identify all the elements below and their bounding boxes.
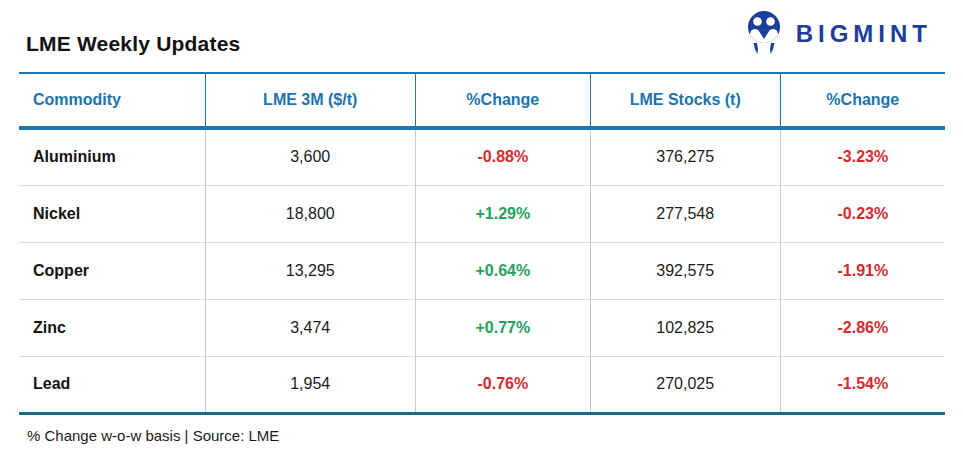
page-title: LME Weekly Updates — [26, 32, 240, 56]
table-body: Aluminium 3,600 -0.88% 376,275 -3.23% Ni… — [19, 128, 945, 413]
price-change-cell: -0.88% — [415, 128, 590, 185]
bigmint-logo-icon — [742, 9, 786, 59]
price-change-cell: -0.76% — [415, 356, 590, 413]
table-row: Lead 1,954 -0.76% 270,025 -1.54% — [19, 356, 945, 413]
table-header-row: Commodity LME 3M ($/t) %Change LME Stock… — [19, 73, 945, 128]
commodity-cell: Aluminium — [19, 128, 205, 185]
stocks-change-cell: -1.54% — [780, 356, 945, 413]
table-row: Aluminium 3,600 -0.88% 376,275 -3.23% — [19, 128, 945, 185]
commodity-cell: Copper — [19, 242, 205, 299]
lme-stocks-cell: 392,575 — [590, 242, 780, 299]
column-header-lme-3m: LME 3M ($/t) — [205, 73, 415, 128]
lme-stocks-cell: 376,275 — [590, 128, 780, 185]
lme-3m-price-cell: 3,600 — [205, 128, 415, 185]
stocks-change-cell: -3.23% — [780, 128, 945, 185]
price-change-cell: +0.64% — [415, 242, 590, 299]
lme-3m-price-cell: 18,800 — [205, 185, 415, 242]
bigmint-logo-text: BIGMINT — [796, 20, 932, 48]
table-row: Nickel 18,800 +1.29% 277,548 -0.23% — [19, 185, 945, 242]
lme-stocks-cell: 102,825 — [590, 299, 780, 356]
price-change-cell: +0.77% — [415, 299, 590, 356]
footer-note: % Change w-o-w basis | Source: LME — [27, 427, 279, 444]
lme-stocks-cell: 270,025 — [590, 356, 780, 413]
lme-3m-price-cell: 3,474 — [205, 299, 415, 356]
stocks-change-cell: -2.86% — [780, 299, 945, 356]
table-row: Copper 13,295 +0.64% 392,575 -1.91% — [19, 242, 945, 299]
column-header-price-change: %Change — [415, 73, 590, 128]
column-header-stocks-change: %Change — [780, 73, 945, 128]
commodity-cell: Zinc — [19, 299, 205, 356]
column-header-commodity: Commodity — [19, 73, 205, 128]
table-row: Zinc 3,474 +0.77% 102,825 -2.86% — [19, 299, 945, 356]
stocks-change-cell: -1.91% — [780, 242, 945, 299]
price-change-cell: +1.29% — [415, 185, 590, 242]
commodity-cell: Lead — [19, 356, 205, 413]
commodity-cell: Nickel — [19, 185, 205, 242]
bigmint-logo: BIGMINT — [742, 9, 932, 59]
lme-stocks-cell: 277,548 — [590, 185, 780, 242]
lme-3m-price-cell: 13,295 — [205, 242, 415, 299]
lme-3m-price-cell: 1,954 — [205, 356, 415, 413]
column-header-lme-stocks: LME Stocks (t) — [590, 73, 780, 128]
lme-weekly-table: Commodity LME 3M ($/t) %Change LME Stock… — [19, 72, 945, 415]
stocks-change-cell: -0.23% — [780, 185, 945, 242]
